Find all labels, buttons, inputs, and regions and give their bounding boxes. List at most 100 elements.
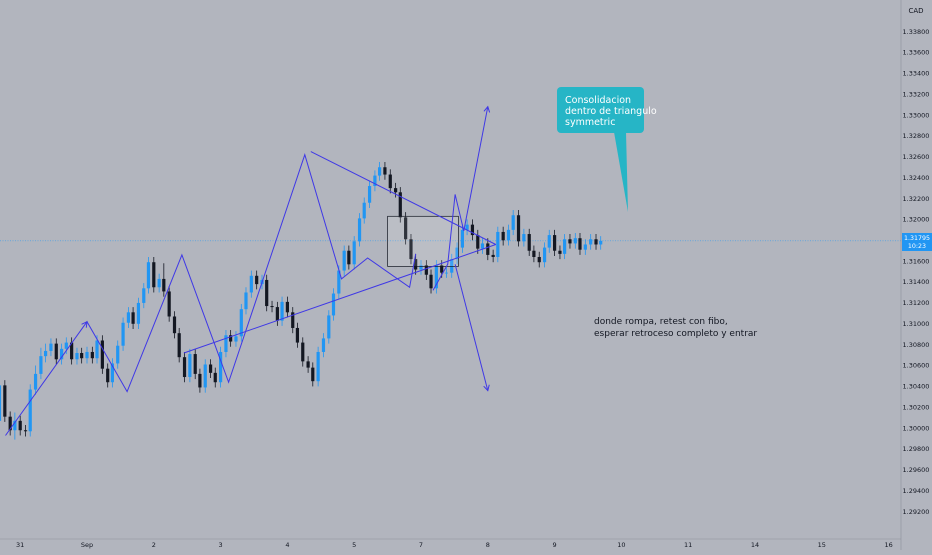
candle-body (33, 373, 38, 390)
candle-body (285, 301, 289, 313)
price-axis[interactable]: CAD 1.33800 1.33600 1.33400 1.33200 1.33000 1… (900, 0, 932, 550)
candle-body (270, 306, 274, 308)
triangle-lower-line[interactable] (183, 244, 496, 354)
candle-body (404, 217, 408, 240)
candle-body (54, 343, 58, 360)
candle-body (465, 224, 469, 230)
x-tick-label: 14 (751, 541, 759, 549)
callout-box (557, 87, 644, 133)
candle-body (347, 250, 351, 265)
y-tick-label: 1.32000 (903, 216, 930, 224)
y-tick-label: 1.30600 (903, 362, 930, 370)
candle-body (80, 353, 84, 359)
candle-body (193, 354, 197, 374)
candle-body (486, 243, 490, 255)
callout-line-1: Consolidacion (565, 95, 631, 106)
drawing-layer (5, 105, 497, 436)
candle-body (234, 336, 238, 342)
breakout-down-path[interactable] (454, 264, 489, 391)
x-tick-label: 4 (285, 541, 289, 549)
candle-body (39, 356, 43, 374)
candle-body (476, 235, 480, 249)
candle-body (594, 239, 598, 245)
x-tick-label: 2 (152, 541, 156, 549)
y-tick-label: 1.30400 (903, 383, 930, 391)
x-tick-label: 5 (352, 541, 356, 549)
candle-body (398, 192, 402, 218)
zigzag-path[interactable] (5, 153, 417, 436)
candle-body (219, 351, 223, 383)
x-tick-label: 11 (684, 541, 692, 549)
x-tick-label: 31 (16, 541, 24, 549)
candle-body (64, 342, 68, 349)
breakout-up-path[interactable] (432, 106, 489, 291)
note-line-1: donde rompa, retest con fibo, (594, 317, 728, 327)
candle-body (280, 301, 284, 321)
callout-pointer (614, 132, 628, 212)
candle-body (0, 385, 2, 421)
candle-body (331, 293, 336, 316)
callout-line-3: symmetric (565, 117, 615, 128)
y-tick-label: 1.33000 (903, 111, 930, 119)
candle-body (563, 239, 567, 254)
text-annotation[interactable]: donde rompa, retest con fibo, esperar re… (594, 317, 757, 339)
y-tick-label: 1.33400 (903, 70, 930, 78)
candle-body (224, 335, 228, 352)
candle-body (172, 316, 177, 334)
y-tick-label: 1.29800 (903, 445, 930, 453)
candle-body (394, 188, 398, 193)
candle-body (116, 345, 120, 364)
candle-body (342, 250, 346, 271)
x-tick-label: 10 (617, 541, 625, 549)
y-tick-label: 1.29400 (903, 487, 930, 495)
candle-body (419, 265, 423, 270)
candle-body (444, 272, 448, 274)
candle-body (213, 372, 217, 383)
candle-body (357, 218, 362, 242)
y-tick-label: 1.30800 (903, 341, 930, 349)
candle-body (516, 215, 521, 242)
time-axis[interactable]: 31Sep2345789101114151617 (0, 538, 932, 549)
candle-body (480, 243, 485, 249)
x-tick-label: 3 (219, 541, 223, 549)
candle-body (424, 265, 428, 275)
candle-body (106, 368, 110, 383)
x-tick-label: 16 (884, 541, 892, 549)
candle-body (188, 354, 192, 378)
candle-body (126, 312, 131, 323)
candle-body (28, 389, 32, 432)
candle-body (3, 385, 7, 417)
y-tick-label: 1.31000 (903, 320, 930, 328)
y-tick-label: 1.30200 (903, 403, 930, 411)
candle-body (321, 338, 326, 352)
callout-annotation[interactable]: Consolidacion dentro de triangulo symmet… (557, 87, 657, 212)
candle-body (578, 238, 582, 250)
arrowhead-zigzag-icon (81, 320, 88, 328)
candle-body (70, 342, 74, 360)
candle-body (558, 250, 562, 254)
candle-body (146, 262, 151, 289)
x-tick-label: Sep (81, 541, 93, 549)
candle-body (75, 353, 79, 360)
candle-body (491, 254, 495, 257)
candle-body (110, 363, 114, 383)
candle-body (295, 327, 300, 343)
y-tick-label: 1.32800 (903, 132, 930, 140)
candle-body (383, 167, 387, 175)
y-tick-label: 1.32400 (903, 174, 930, 182)
x-tick-label: 9 (553, 541, 557, 549)
candle-body (583, 244, 587, 250)
y-tick-label: 1.33600 (903, 49, 930, 57)
candle-body (244, 292, 248, 310)
triangle-upper-line[interactable] (310, 151, 497, 245)
consolidation-box[interactable] (387, 215, 459, 267)
current-price-badge (902, 233, 932, 251)
candle-body (306, 361, 310, 368)
candle-body (8, 416, 12, 431)
candle-body (511, 215, 515, 230)
candle-body (49, 343, 53, 351)
callout-line-2: dentro de triangulo (565, 106, 657, 117)
y-tick-label: 1.30000 (903, 424, 930, 432)
